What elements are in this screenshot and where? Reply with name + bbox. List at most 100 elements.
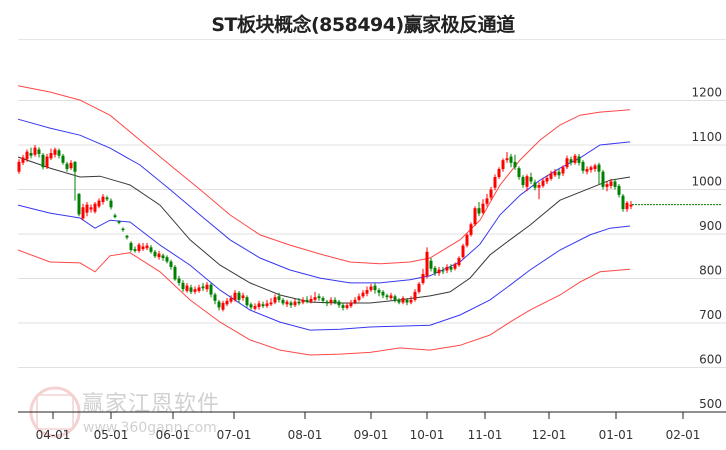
- candle: [45, 153, 49, 170]
- candle: [349, 299, 353, 308]
- candlesticks: [17, 145, 633, 312]
- y-tick-label: 900: [699, 219, 722, 233]
- candle: [537, 182, 541, 200]
- candle: [517, 166, 521, 180]
- candle: [209, 282, 213, 298]
- x-tick-label: 12-01: [532, 428, 567, 442]
- candle: [501, 158, 505, 172]
- candle: [105, 195, 109, 202]
- band-middle: [17, 156, 631, 304]
- candle: [557, 169, 561, 179]
- candle: [441, 266, 445, 275]
- candle: [405, 298, 409, 306]
- y-tick-label: 800: [699, 264, 722, 278]
- candle: [285, 299, 289, 307]
- candle: [377, 288, 381, 297]
- candle: [65, 161, 69, 172]
- candle: [269, 298, 273, 307]
- candle: [401, 296, 405, 305]
- band-lower_outer: [17, 249, 631, 356]
- y-tick-label: 600: [699, 353, 722, 367]
- candle: [181, 280, 185, 292]
- candle: [593, 163, 597, 172]
- candle: [617, 184, 621, 198]
- candle: [369, 283, 373, 292]
- candle: [69, 160, 73, 170]
- candle: [625, 201, 629, 212]
- candle: [261, 301, 265, 308]
- candle: [609, 178, 613, 189]
- candle: [117, 220, 121, 225]
- candle: [173, 265, 177, 281]
- candle: [605, 181, 609, 192]
- candle: [169, 259, 173, 270]
- candle: [333, 297, 337, 305]
- candle: [81, 203, 85, 221]
- candle: [325, 299, 329, 307]
- candle: [113, 213, 117, 219]
- candle: [221, 300, 225, 312]
- candle: [345, 302, 349, 310]
- candle: [305, 296, 309, 304]
- chart-title: ST板块概念(858494)赢家极反通道: [211, 14, 515, 36]
- candle: [241, 292, 245, 301]
- candle: [145, 242, 149, 251]
- candle: [129, 241, 133, 252]
- candle: [457, 256, 461, 267]
- candle: [409, 296, 413, 305]
- candle: [217, 299, 221, 311]
- candle: [613, 178, 617, 190]
- candle: [273, 294, 277, 305]
- y-tick-label: 1000: [691, 175, 722, 189]
- candle: [397, 298, 401, 305]
- candle: [381, 290, 385, 299]
- y-tick-label: 1100: [691, 130, 722, 144]
- candle: [73, 161, 77, 201]
- y-axis-labels: 1200 1100 1000 900 800 700 600 500: [691, 86, 722, 412]
- candle: [513, 154, 517, 170]
- candle: [77, 193, 81, 217]
- candle: [53, 147, 57, 158]
- x-tick-label: 06-01: [156, 428, 191, 442]
- candle: [525, 174, 529, 192]
- candle: [321, 296, 325, 304]
- candle: [61, 153, 65, 165]
- candle: [437, 266, 441, 276]
- candle: [137, 242, 141, 253]
- candle: [521, 175, 525, 188]
- candle: [621, 193, 625, 212]
- candle: [505, 152, 509, 163]
- x-tick-label: 10-01: [410, 428, 445, 442]
- band-lower_inner: [17, 204, 631, 331]
- candle: [545, 175, 549, 185]
- candle: [177, 275, 181, 286]
- candle: [237, 290, 241, 303]
- candle: [85, 201, 89, 217]
- candle: [337, 299, 341, 308]
- candle: [425, 247, 429, 279]
- candle: [133, 246, 137, 253]
- candle: [357, 293, 361, 302]
- candle: [469, 222, 473, 237]
- candle: [561, 165, 565, 177]
- candle: [569, 156, 573, 166]
- x-tick-label: 04-01: [36, 428, 71, 442]
- candle: [265, 299, 269, 308]
- candle: [585, 166, 589, 175]
- candle: [189, 284, 193, 295]
- candle: [37, 147, 41, 158]
- candle: [417, 282, 421, 294]
- candle: [549, 170, 553, 181]
- candle: [301, 297, 305, 305]
- candle: [533, 179, 537, 191]
- candle: [489, 186, 493, 201]
- candle: [17, 159, 21, 174]
- candle: [365, 286, 369, 297]
- candle: [161, 253, 165, 261]
- candle: [553, 169, 557, 178]
- candle: [565, 155, 569, 170]
- candle: [205, 282, 209, 292]
- candle: [125, 234, 129, 240]
- x-tick-label: 01-01: [599, 428, 634, 442]
